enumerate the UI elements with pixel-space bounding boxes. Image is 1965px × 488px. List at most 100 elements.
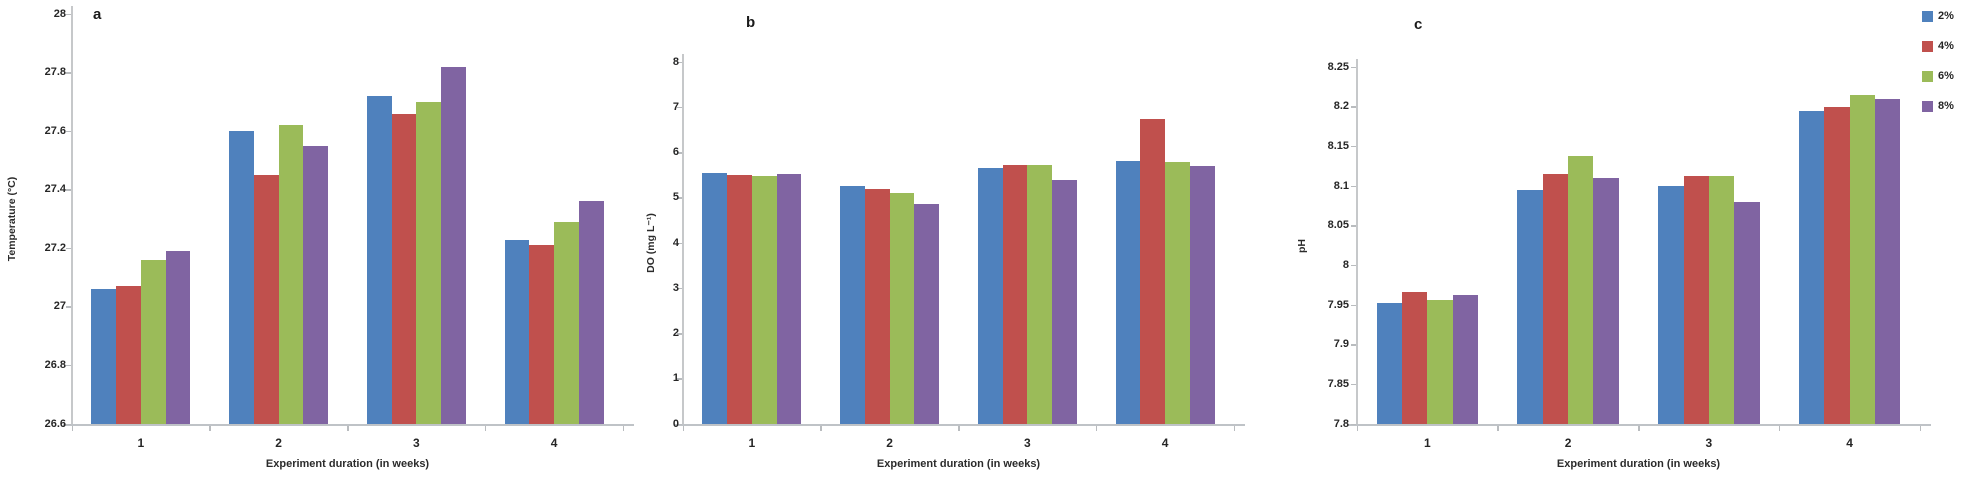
y-axis-line xyxy=(71,6,73,426)
x-tick-mark xyxy=(622,426,624,431)
x-tick-mark xyxy=(958,426,960,431)
bar-2%-week1 xyxy=(702,172,728,424)
x-category-label: 3 xyxy=(1024,436,1031,450)
y-tick-label: 27.4 xyxy=(44,183,66,196)
bar-6%-week4 xyxy=(1849,94,1875,424)
bar-2%-week1 xyxy=(91,289,117,424)
x-tick-mark xyxy=(71,426,73,431)
y-tick-label: 27.8 xyxy=(44,66,66,79)
y-tick-mark xyxy=(677,152,682,154)
bar-2%-week4 xyxy=(1798,110,1825,424)
bar-6%-week1 xyxy=(140,260,166,424)
bar-4%-week2 xyxy=(253,175,279,424)
y-tick-mark xyxy=(677,287,682,290)
y-tick-label: 3 xyxy=(672,281,679,294)
bar-6%-week2 xyxy=(1568,155,1594,424)
y-tick-mark xyxy=(66,189,71,191)
y-tick-label: 8.2 xyxy=(1333,100,1349,113)
y-tick-label: 28 xyxy=(53,7,66,20)
legend-swatch-6% xyxy=(1922,71,1933,82)
bar-2%-week3 xyxy=(1658,186,1684,424)
bar-2%-week4 xyxy=(504,239,530,424)
x-axis-line xyxy=(63,424,634,426)
y-tick-label: 27.6 xyxy=(44,124,66,137)
legend-label: 2% xyxy=(1938,10,1954,22)
y-tick-mark xyxy=(677,197,682,199)
y-tick-mark xyxy=(1351,264,1356,267)
bar-8%-week3 xyxy=(1052,179,1077,424)
y-tick-label: 1 xyxy=(672,372,679,385)
y-axis-line xyxy=(682,54,684,426)
x-tick-mark xyxy=(1497,426,1499,431)
bar-8%-week4 xyxy=(578,201,604,424)
y-tick-mark xyxy=(66,364,71,367)
y-tick-mark xyxy=(677,378,682,380)
y-tick-label: 5 xyxy=(672,191,679,204)
y-tick-mark xyxy=(677,242,682,244)
x-category-label: 2 xyxy=(886,436,893,450)
bar-6%-week2 xyxy=(278,125,304,424)
panel-title-b: b xyxy=(746,14,756,31)
x-category-label: 1 xyxy=(748,436,756,450)
bar-8%-week3 xyxy=(441,66,466,424)
y-tick-label: 7.8 xyxy=(1333,417,1349,430)
bar-6%-week1 xyxy=(751,175,777,424)
y-tick-mark xyxy=(66,13,71,15)
y-tick-label: 7.85 xyxy=(1327,377,1349,390)
x-tick-mark xyxy=(1778,426,1781,431)
legend-label: 4% xyxy=(1938,40,1954,52)
legend-label: 8% xyxy=(1938,100,1954,112)
bar-6%-week4 xyxy=(554,221,579,424)
panel-title-c: c xyxy=(1414,16,1423,33)
bar-4%-week2 xyxy=(864,188,890,424)
y-tick-label: 26.8 xyxy=(44,358,66,371)
bar-6%-week1 xyxy=(1427,300,1453,424)
bar-6%-week3 xyxy=(1027,165,1053,424)
x-axis-line xyxy=(1348,424,1931,426)
bar-6%-week3 xyxy=(1708,176,1735,424)
y-tick-mark xyxy=(1351,383,1356,386)
bar-4%-week1 xyxy=(1402,291,1428,424)
y-tick-label: 8 xyxy=(672,55,679,68)
y-tick-label: 8.05 xyxy=(1327,219,1349,232)
bar-8%-week2 xyxy=(914,203,940,424)
x-category-label: 3 xyxy=(413,436,420,450)
x-axis-line xyxy=(674,424,1245,426)
y-tick-label: 4 xyxy=(672,236,679,249)
bar-4%-week4 xyxy=(1824,106,1850,424)
bar-6%-week2 xyxy=(889,193,915,424)
y-tick-label: 6 xyxy=(672,146,679,158)
y-axis-line xyxy=(1356,59,1358,426)
x-category-label: 1 xyxy=(137,436,145,450)
x-axis-label: Experiment duration (in weeks) xyxy=(1556,458,1721,470)
y-tick-mark xyxy=(677,106,682,109)
y-tick-mark xyxy=(1351,66,1356,68)
y-tick-mark xyxy=(1351,185,1356,187)
bar-4%-week4 xyxy=(529,245,555,424)
y-tick-label: 8 xyxy=(1342,258,1349,271)
y-tick-label: 27 xyxy=(53,300,66,313)
x-tick-mark xyxy=(682,426,684,431)
bar-8%-week2 xyxy=(303,145,329,424)
bar-6%-week3 xyxy=(416,101,442,424)
x-category-label: 2 xyxy=(1564,436,1572,450)
bar-8%-week1 xyxy=(165,251,191,424)
y-tick-label: 0 xyxy=(672,417,679,430)
bar-4%-week2 xyxy=(1542,174,1569,424)
bar-8%-week4 xyxy=(1874,98,1901,424)
y-tick-label: 8.1 xyxy=(1333,179,1349,192)
bar-2%-week3 xyxy=(977,168,1003,424)
x-tick-mark xyxy=(1356,426,1358,431)
y-tick-mark xyxy=(66,130,71,133)
legend-swatch-4% xyxy=(1922,41,1933,52)
bar-4%-week3 xyxy=(1683,176,1709,424)
x-tick-mark xyxy=(209,426,211,431)
bar-4%-week3 xyxy=(391,113,417,424)
y-tick-label: 7 xyxy=(672,100,679,113)
legend-swatch-8% xyxy=(1922,101,1933,112)
y-tick-label: 27.2 xyxy=(44,241,66,254)
bar-8%-week2 xyxy=(1593,178,1619,424)
y-tick-mark xyxy=(66,306,71,308)
